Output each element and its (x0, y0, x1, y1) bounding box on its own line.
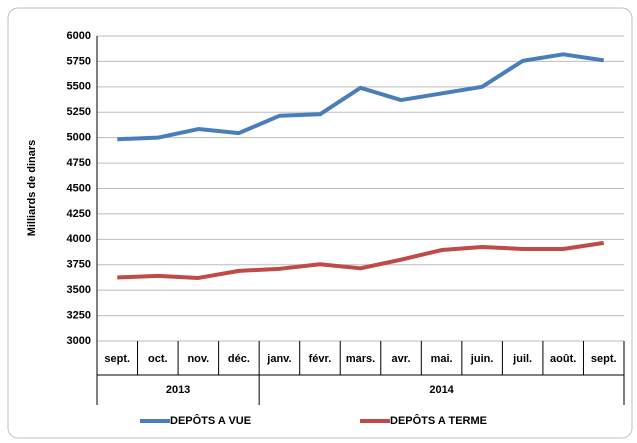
x-tick-label: août. (550, 353, 576, 365)
y-tick-label: 5750 (67, 55, 91, 67)
y-tick-label: 4750 (67, 157, 91, 169)
y-tick-label: 6000 (67, 30, 91, 42)
x-tick-label: oct. (148, 353, 168, 365)
x-tick-label: juil. (512, 353, 532, 365)
chart-frame (7, 7, 633, 439)
legend-label: DEPÔTS A VUE (170, 414, 251, 427)
y-tick-label: 3000 (67, 335, 91, 347)
y-tick-label: 5500 (67, 81, 91, 93)
y-tick-label: 5250 (67, 106, 91, 118)
group-label: 2013 (166, 384, 190, 396)
x-tick-label: déc. (228, 353, 250, 365)
group-label: 2014 (429, 384, 454, 396)
data-line (117, 52, 605, 142)
x-tick-label: avr. (392, 353, 411, 365)
x-tick-label: sept. (591, 353, 617, 365)
y-tick-label: 4250 (67, 208, 91, 220)
x-tick-label: nov. (187, 353, 209, 365)
x-tick-label: janv. (266, 353, 291, 365)
x-tick-label: mai. (431, 353, 453, 365)
y-tick-label: 3500 (67, 284, 91, 296)
x-tick-label: mars. (346, 353, 375, 365)
y-tick-label: 4500 (67, 182, 91, 194)
data-line (117, 240, 605, 280)
y-tick-label: 5000 (67, 132, 91, 144)
y-tick-label: 4000 (67, 233, 91, 245)
legend-label: DEPÔTS A TERME (390, 414, 487, 427)
y-tick-label: 3750 (67, 259, 91, 271)
x-tick-label: juin. (470, 353, 494, 365)
y-axis-label: Milliards de dinars (26, 140, 38, 237)
y-tick-label: 3250 (67, 309, 91, 321)
x-tick-label: sept. (104, 353, 130, 365)
x-tick-label: févr. (309, 353, 332, 365)
